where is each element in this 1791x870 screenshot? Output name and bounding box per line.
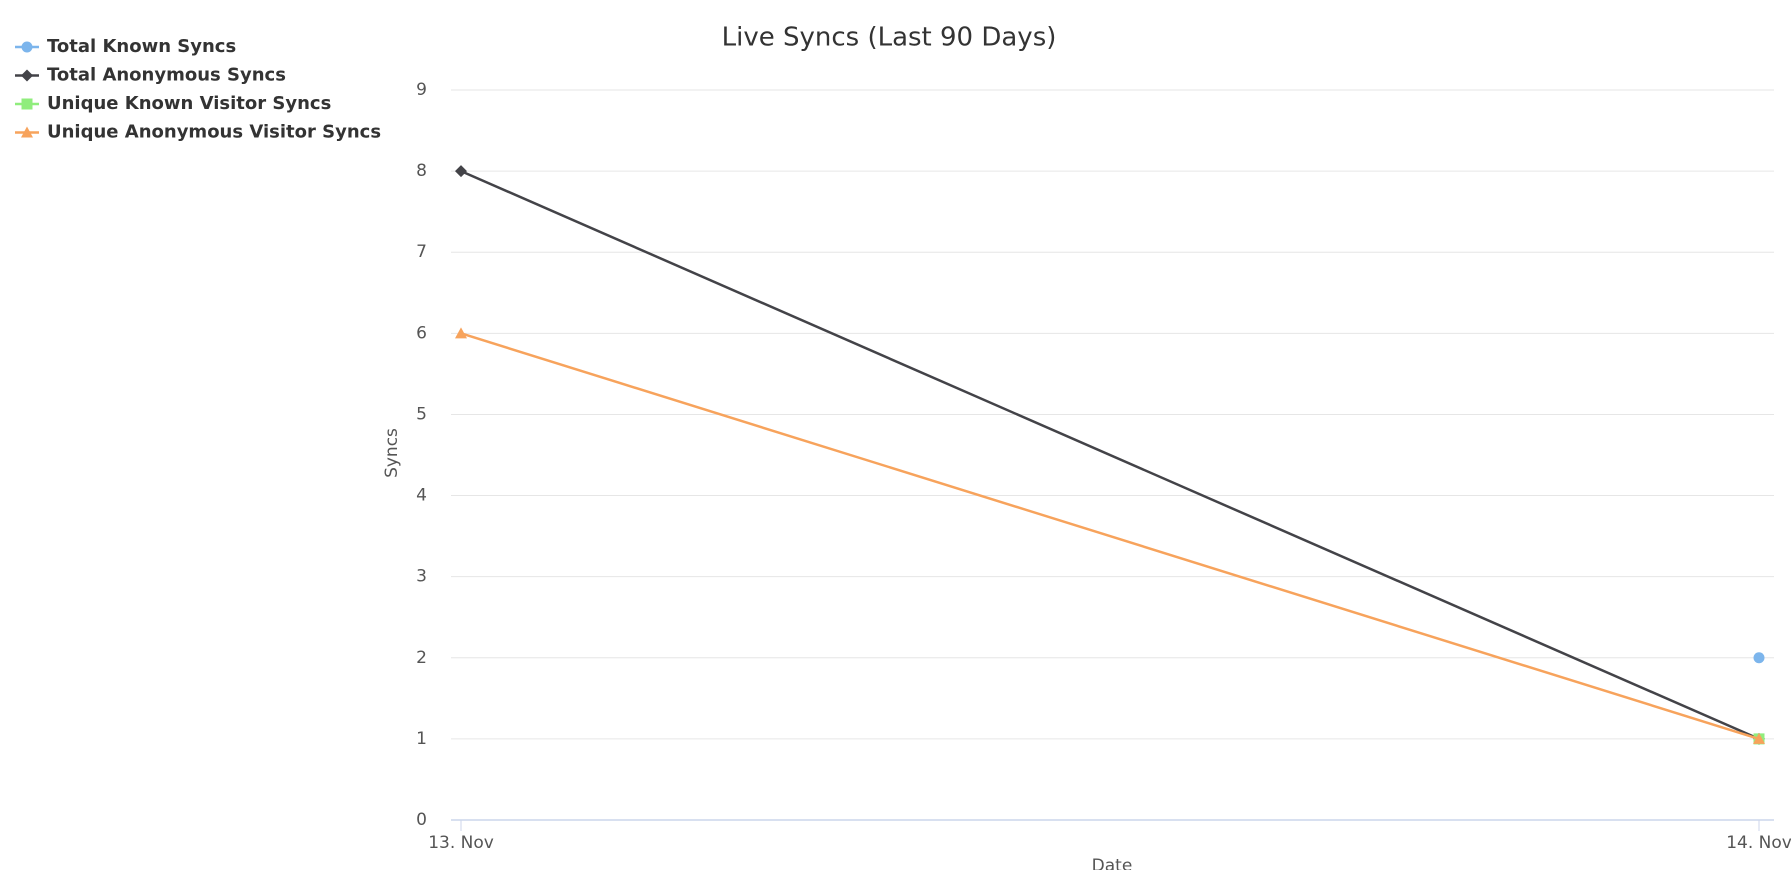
- point: [455, 165, 467, 178]
- y-tick-label: 4: [416, 486, 427, 506]
- legend-marker: [21, 98, 33, 110]
- y-tick-label: 5: [416, 404, 427, 424]
- y-tick-label: 7: [416, 242, 427, 262]
- legend-label: Total Known Syncs: [47, 36, 236, 57]
- y-axis-title: Syncs: [382, 428, 402, 478]
- series-line: [460, 169, 1760, 741]
- y-tick-label: 0: [416, 810, 427, 830]
- legend-marker: [21, 126, 33, 138]
- x-tick-label: 14. Nov: [1726, 833, 1791, 853]
- series-line: [460, 332, 1760, 741]
- legend-marker: [21, 69, 33, 82]
- y-tick-label: 2: [416, 648, 427, 668]
- y-tick-label: 9: [416, 80, 427, 100]
- y-tick-label: 8: [416, 161, 427, 181]
- legend-label: Unique Known Visitor Syncs: [47, 93, 331, 114]
- y-tick-label: 6: [416, 323, 427, 343]
- legend-marker: [21, 41, 33, 53]
- x-axis-title: Date: [1092, 856, 1133, 870]
- y-tick-label: 3: [416, 567, 427, 587]
- y-tick-label: 1: [416, 729, 427, 749]
- point: [1753, 652, 1765, 664]
- chart-title: Live Syncs (Last 90 Days): [722, 23, 1057, 53]
- x-tick-label: 13. Nov: [428, 833, 494, 853]
- point: [455, 327, 467, 339]
- legend-label: Total Anonymous Syncs: [47, 65, 286, 86]
- point: [1753, 732, 1765, 744]
- legend-label: Unique Anonymous Visitor Syncs: [47, 122, 381, 143]
